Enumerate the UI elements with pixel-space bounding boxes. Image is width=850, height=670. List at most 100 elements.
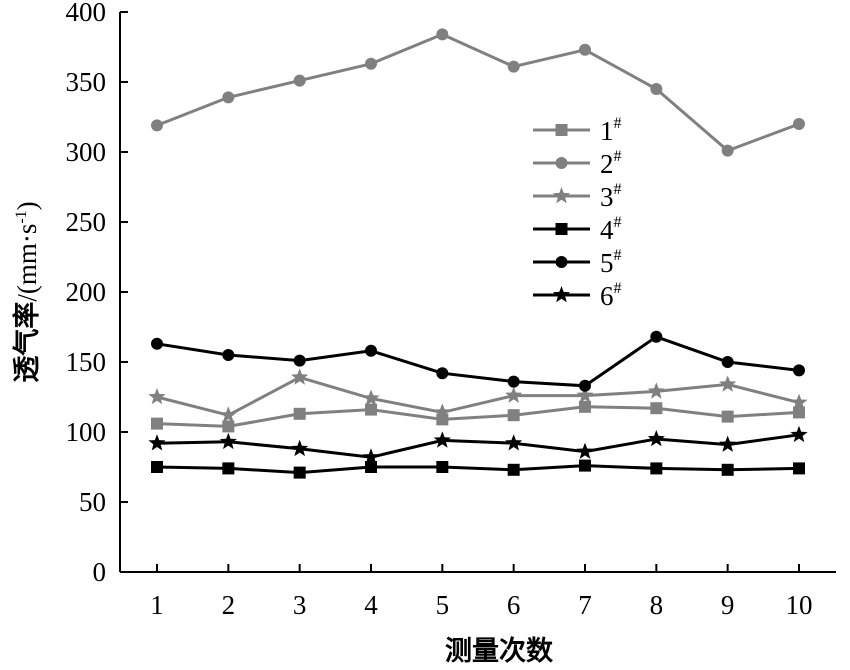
data-point (436, 28, 449, 41)
series-1 (151, 400, 805, 433)
series-line (156, 433, 800, 459)
y-tick-label: 150 (66, 347, 107, 377)
data-point (433, 431, 451, 448)
data-point (148, 434, 166, 451)
x-tick-label: 7 (578, 590, 592, 620)
legend-label-name: 3 (600, 182, 614, 212)
data-point (721, 356, 734, 368)
data-point (222, 349, 235, 361)
data-point (365, 344, 377, 357)
series-layer (148, 28, 808, 479)
data-point (507, 375, 520, 388)
data-point (362, 389, 380, 406)
legend-label-sup: # (614, 148, 622, 165)
data-point (647, 382, 665, 399)
data-point (293, 466, 306, 479)
legend-marker (555, 157, 568, 169)
legend-label-sup: # (614, 214, 622, 231)
data-point (650, 330, 663, 343)
data-point (650, 83, 663, 95)
data-point (151, 337, 163, 350)
data-point (507, 463, 520, 476)
y-tick-label: 300 (66, 137, 107, 167)
data-point (293, 354, 306, 367)
series-3 (148, 368, 808, 423)
data-point (793, 462, 805, 475)
data-point (365, 57, 377, 70)
data-point (579, 459, 591, 472)
data-point (436, 461, 449, 473)
data-point (579, 400, 591, 413)
data-point (721, 410, 734, 423)
legend-item: 3# (533, 181, 622, 212)
data-point (362, 448, 380, 465)
legend-label: 2# (600, 148, 622, 179)
series-line (156, 405, 800, 428)
legend-item: 6# (533, 280, 622, 311)
data-point (365, 461, 377, 473)
x-tick-label: 9 (721, 590, 735, 620)
series-line (156, 32, 800, 153)
data-point (576, 386, 594, 403)
legend-marker (552, 187, 571, 204)
x-tick-label: 5 (436, 590, 450, 620)
data-point (151, 461, 163, 473)
x-tick-label: 8 (650, 590, 664, 620)
series-2 (151, 28, 805, 157)
y-tick-label: 350 (66, 67, 107, 97)
y-tick-label: 50 (79, 487, 106, 517)
x-tick-label: 2 (222, 590, 236, 620)
data-point (293, 407, 306, 420)
legend-label: 4# (600, 214, 622, 245)
data-point (579, 43, 591, 56)
data-point (650, 462, 663, 475)
data-point (790, 393, 808, 410)
series-4 (151, 459, 805, 479)
x-axis-title: 测量次数 (445, 636, 554, 667)
x-ticks: 1 2 3 4 5 6 7 8 9 10 (150, 564, 813, 620)
data-point (433, 403, 451, 420)
legend-marker (555, 223, 568, 235)
y-tick-label: 0 (93, 557, 107, 587)
data-point (721, 144, 734, 157)
legend-marker (555, 256, 568, 268)
data-point (436, 367, 449, 380)
legend-item: 4# (533, 214, 622, 245)
data-point (647, 430, 665, 447)
legend-marker (555, 124, 568, 136)
data-point (505, 386, 523, 403)
legend-label-name: 5 (600, 248, 614, 278)
x-tick-label: 6 (507, 590, 521, 620)
data-point (291, 368, 309, 385)
data-point (507, 409, 520, 422)
series-5 (151, 330, 805, 392)
legend-item: 1# (533, 115, 622, 146)
data-point (222, 462, 235, 475)
data-point (291, 439, 309, 457)
series-6 (148, 425, 808, 465)
legend-label: 6# (600, 280, 622, 311)
series-line (156, 375, 800, 417)
data-point (790, 425, 808, 443)
series-line (156, 464, 800, 475)
data-point (148, 388, 166, 405)
y-axis-title-main: 透气率 (11, 302, 43, 383)
y-axis-title-unit-close: ) (12, 201, 42, 210)
y-axis-title: 透气率/(mm·s-1) (11, 201, 43, 382)
data-point (151, 417, 163, 430)
data-point (793, 364, 805, 377)
y-ticks: 0 50 100 150 200 250 300 350 400 (66, 0, 128, 587)
y-tick-label: 200 (66, 277, 107, 307)
y-tick-label: 100 (66, 417, 107, 447)
legend-marker (552, 286, 571, 303)
data-point (721, 463, 734, 476)
legend: 1#2#3#4#5#6# (533, 115, 622, 311)
y-axis-title-unit: /(mm·s (12, 224, 42, 302)
legend-label: 3# (600, 181, 622, 212)
data-point (219, 432, 237, 450)
legend-label-name: 2 (600, 149, 614, 179)
legend-label-name: 1 (600, 116, 614, 146)
legend-label-sup: # (614, 115, 622, 132)
data-point (793, 406, 805, 419)
data-point (222, 420, 235, 433)
